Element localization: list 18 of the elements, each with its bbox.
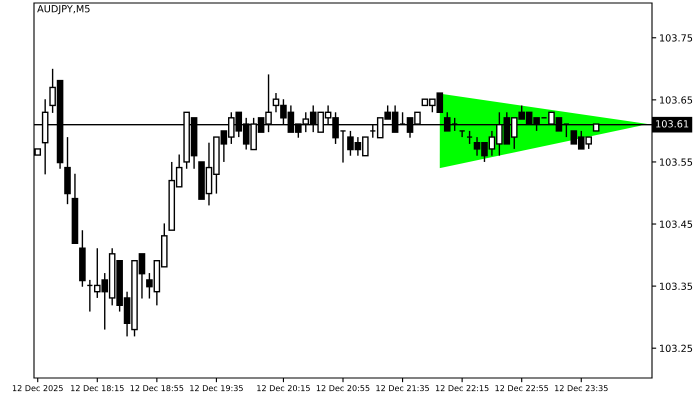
y-tick-label: 103.75 xyxy=(660,34,692,42)
x-tick-label: 12 Dec 18:55 xyxy=(130,385,184,392)
y-tick-label: 103.25 xyxy=(660,344,692,352)
y-tick-label: 103.35 xyxy=(660,282,692,290)
x-tick-label: 12 Dec 23:35 xyxy=(555,385,608,392)
x-tick-label: 12 Dec 2025 xyxy=(12,385,63,392)
x-tick-label: 12 Dec 20:55 xyxy=(316,385,370,392)
x-tick-label: 12 Dec 18:15 xyxy=(71,385,124,392)
y-tick-label: 103.55 xyxy=(660,158,692,166)
chart-title: AUDJPY,M5 xyxy=(37,5,90,14)
x-tick-label: 12 Dec 19:35 xyxy=(190,385,243,392)
x-tick-label: 12 Dec 21:35 xyxy=(376,385,429,392)
y-tick-label: 103.45 xyxy=(660,220,692,228)
y-tick-label: 103.65 xyxy=(660,96,692,104)
x-tick-label: 12 Dec 20:15 xyxy=(257,385,310,392)
ref-line-label: 103.61 xyxy=(656,120,688,128)
x-tick-label: 12 Dec 22:15 xyxy=(436,385,489,392)
x-tick-label: 12 Dec 22:55 xyxy=(495,385,548,392)
